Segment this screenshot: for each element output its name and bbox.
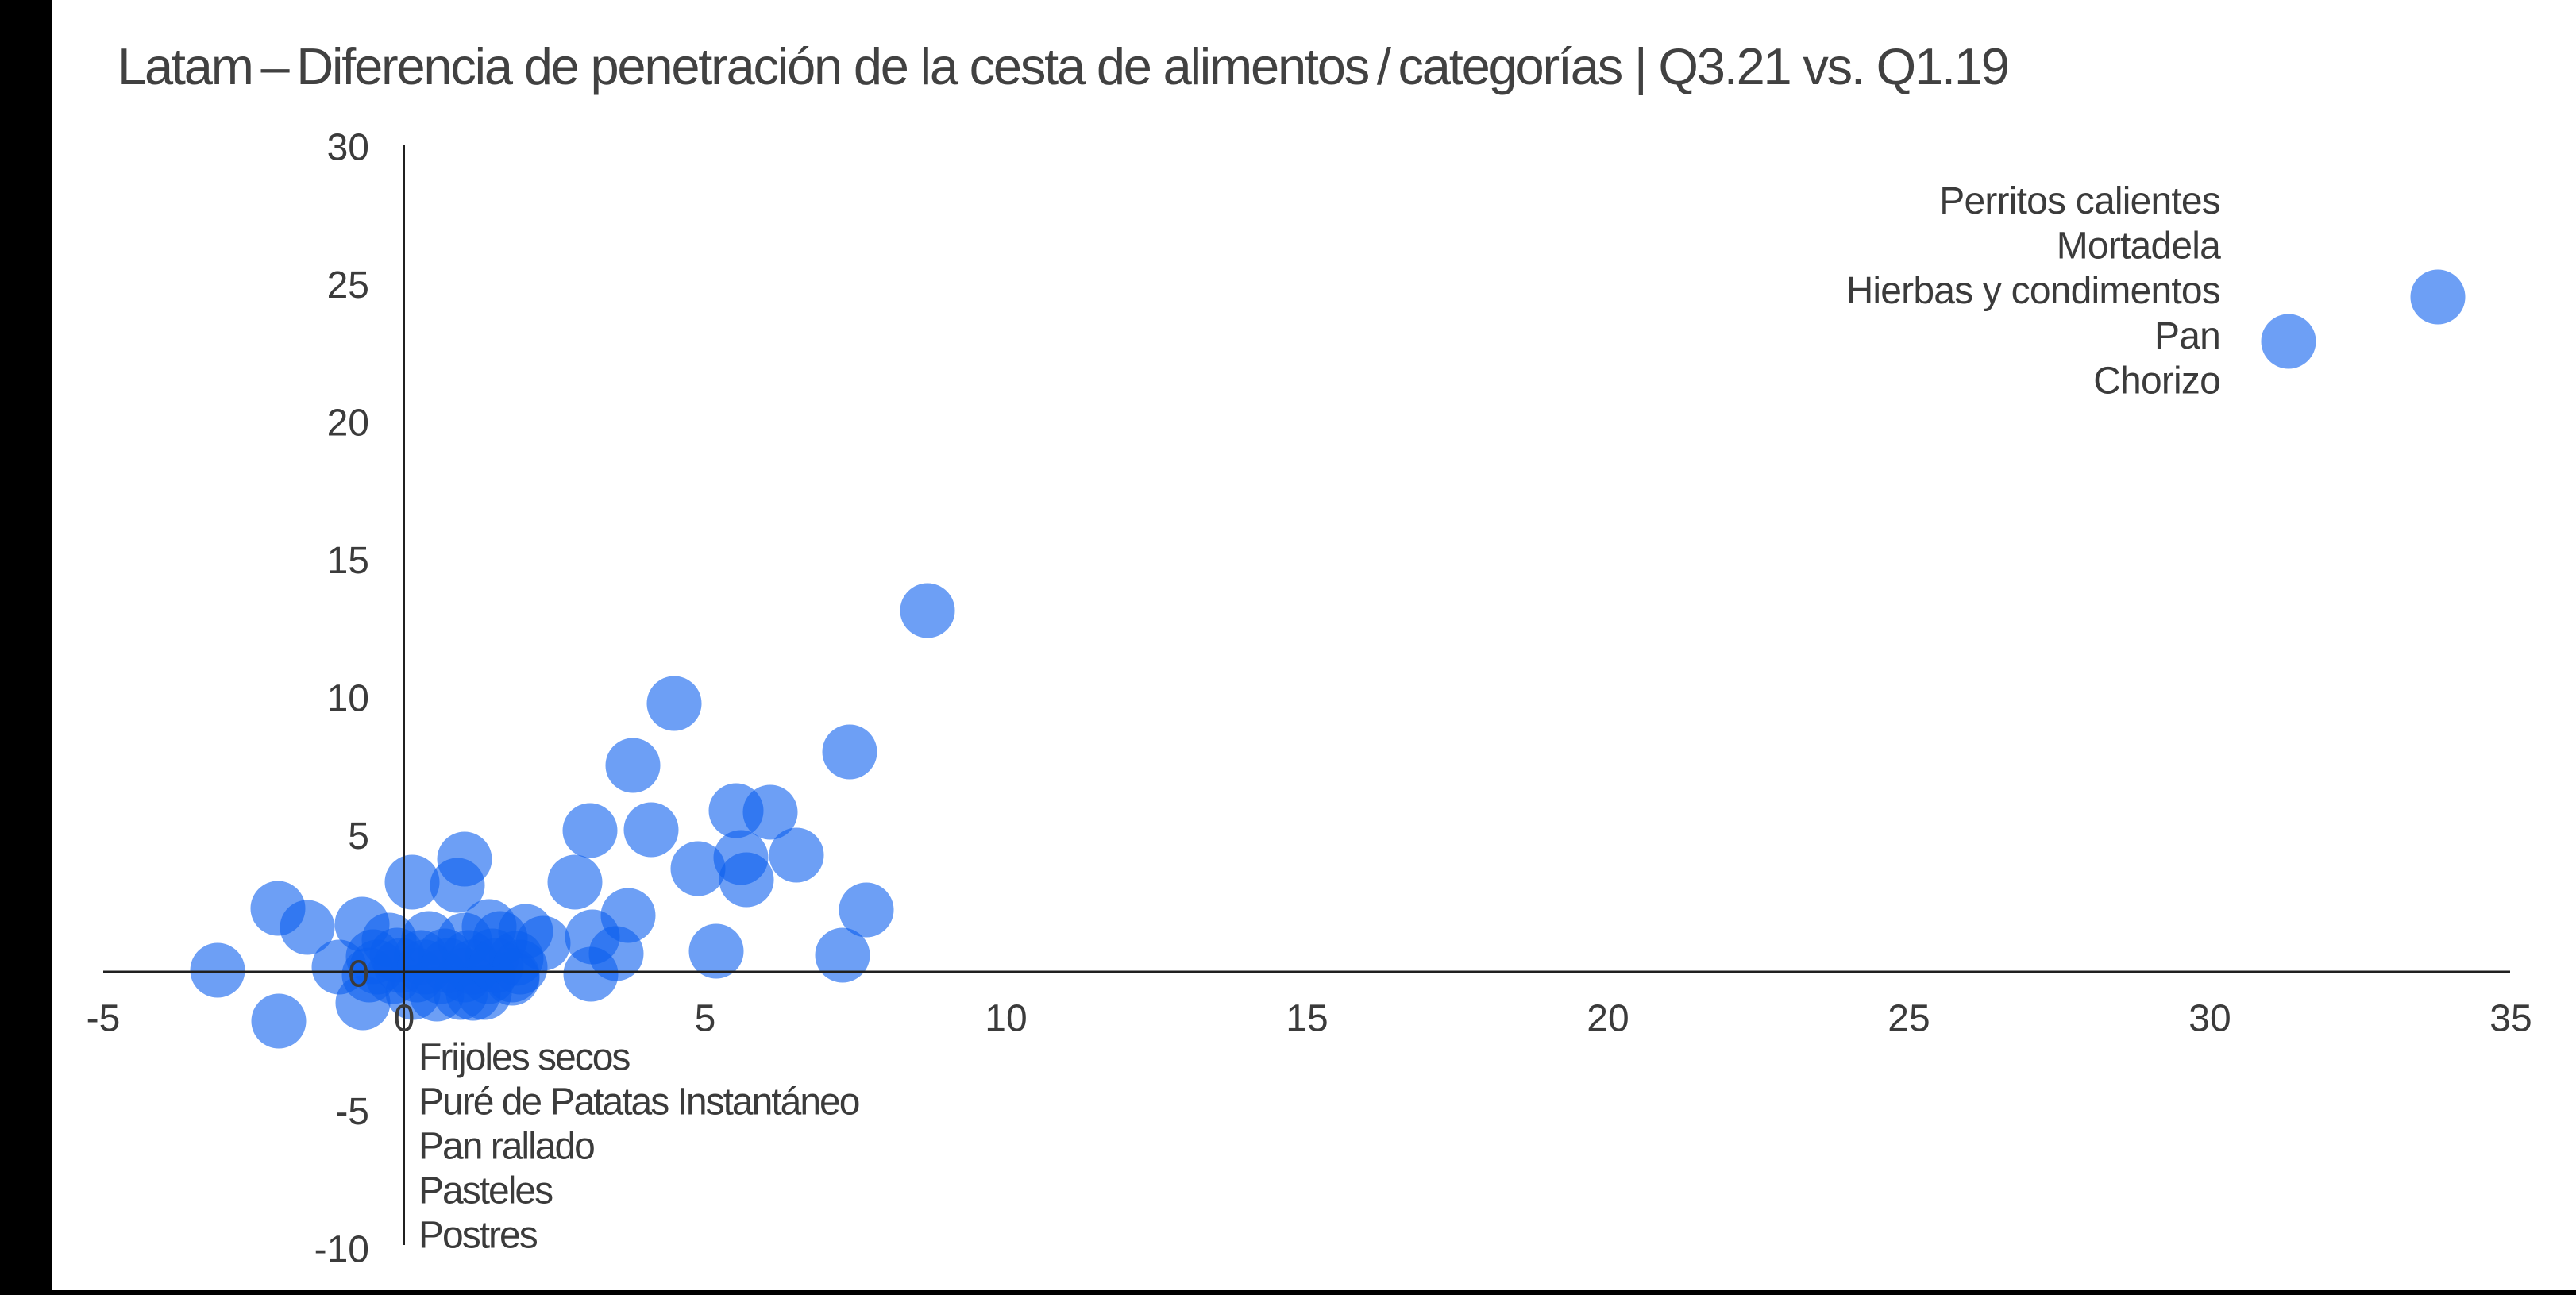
svg-text:15: 15 — [327, 540, 369, 582]
svg-text:-10: -10 — [314, 1229, 369, 1271]
svg-text:10: 10 — [985, 998, 1027, 1040]
svg-text:15: 15 — [1286, 998, 1328, 1040]
svg-text:Puré de Patatas Instantáneo: Puré de Patatas Instantáneo — [418, 1081, 859, 1123]
svg-text:5: 5 — [348, 815, 369, 858]
svg-text:Perritos calientes: Perritos calientes — [1939, 180, 2220, 222]
svg-text:Chorizo: Chorizo — [2093, 360, 2220, 402]
svg-text:5: 5 — [695, 998, 716, 1040]
svg-text:30: 30 — [2188, 998, 2231, 1040]
svg-text:10: 10 — [327, 678, 369, 720]
svg-text:20: 20 — [327, 403, 369, 445]
svg-text:25: 25 — [327, 264, 369, 306]
svg-text:Pan: Pan — [2154, 315, 2220, 357]
svg-text:Pasteles: Pasteles — [418, 1170, 553, 1212]
svg-text:30: 30 — [327, 127, 369, 169]
svg-text:-5: -5 — [335, 1091, 369, 1133]
svg-text:35: 35 — [2489, 998, 2532, 1040]
svg-text:Frijoles secos: Frijoles secos — [418, 1037, 630, 1079]
svg-text:25: 25 — [1888, 998, 1930, 1040]
svg-text:-5: -5 — [87, 998, 121, 1040]
svg-text:Latam – Diferencia de penetrac: Latam – Diferencia de penetración de la … — [118, 37, 2008, 95]
svg-text:20: 20 — [1587, 998, 1629, 1040]
svg-text:0: 0 — [348, 954, 369, 996]
svg-text:Hierbas y condimentos: Hierbas y condimentos — [1846, 270, 2220, 312]
svg-text:0: 0 — [394, 998, 415, 1040]
svg-text:Mortadela: Mortadela — [2057, 225, 2221, 268]
svg-text:Postres: Postres — [418, 1215, 538, 1257]
svg-text:Pan rallado: Pan rallado — [418, 1126, 594, 1168]
